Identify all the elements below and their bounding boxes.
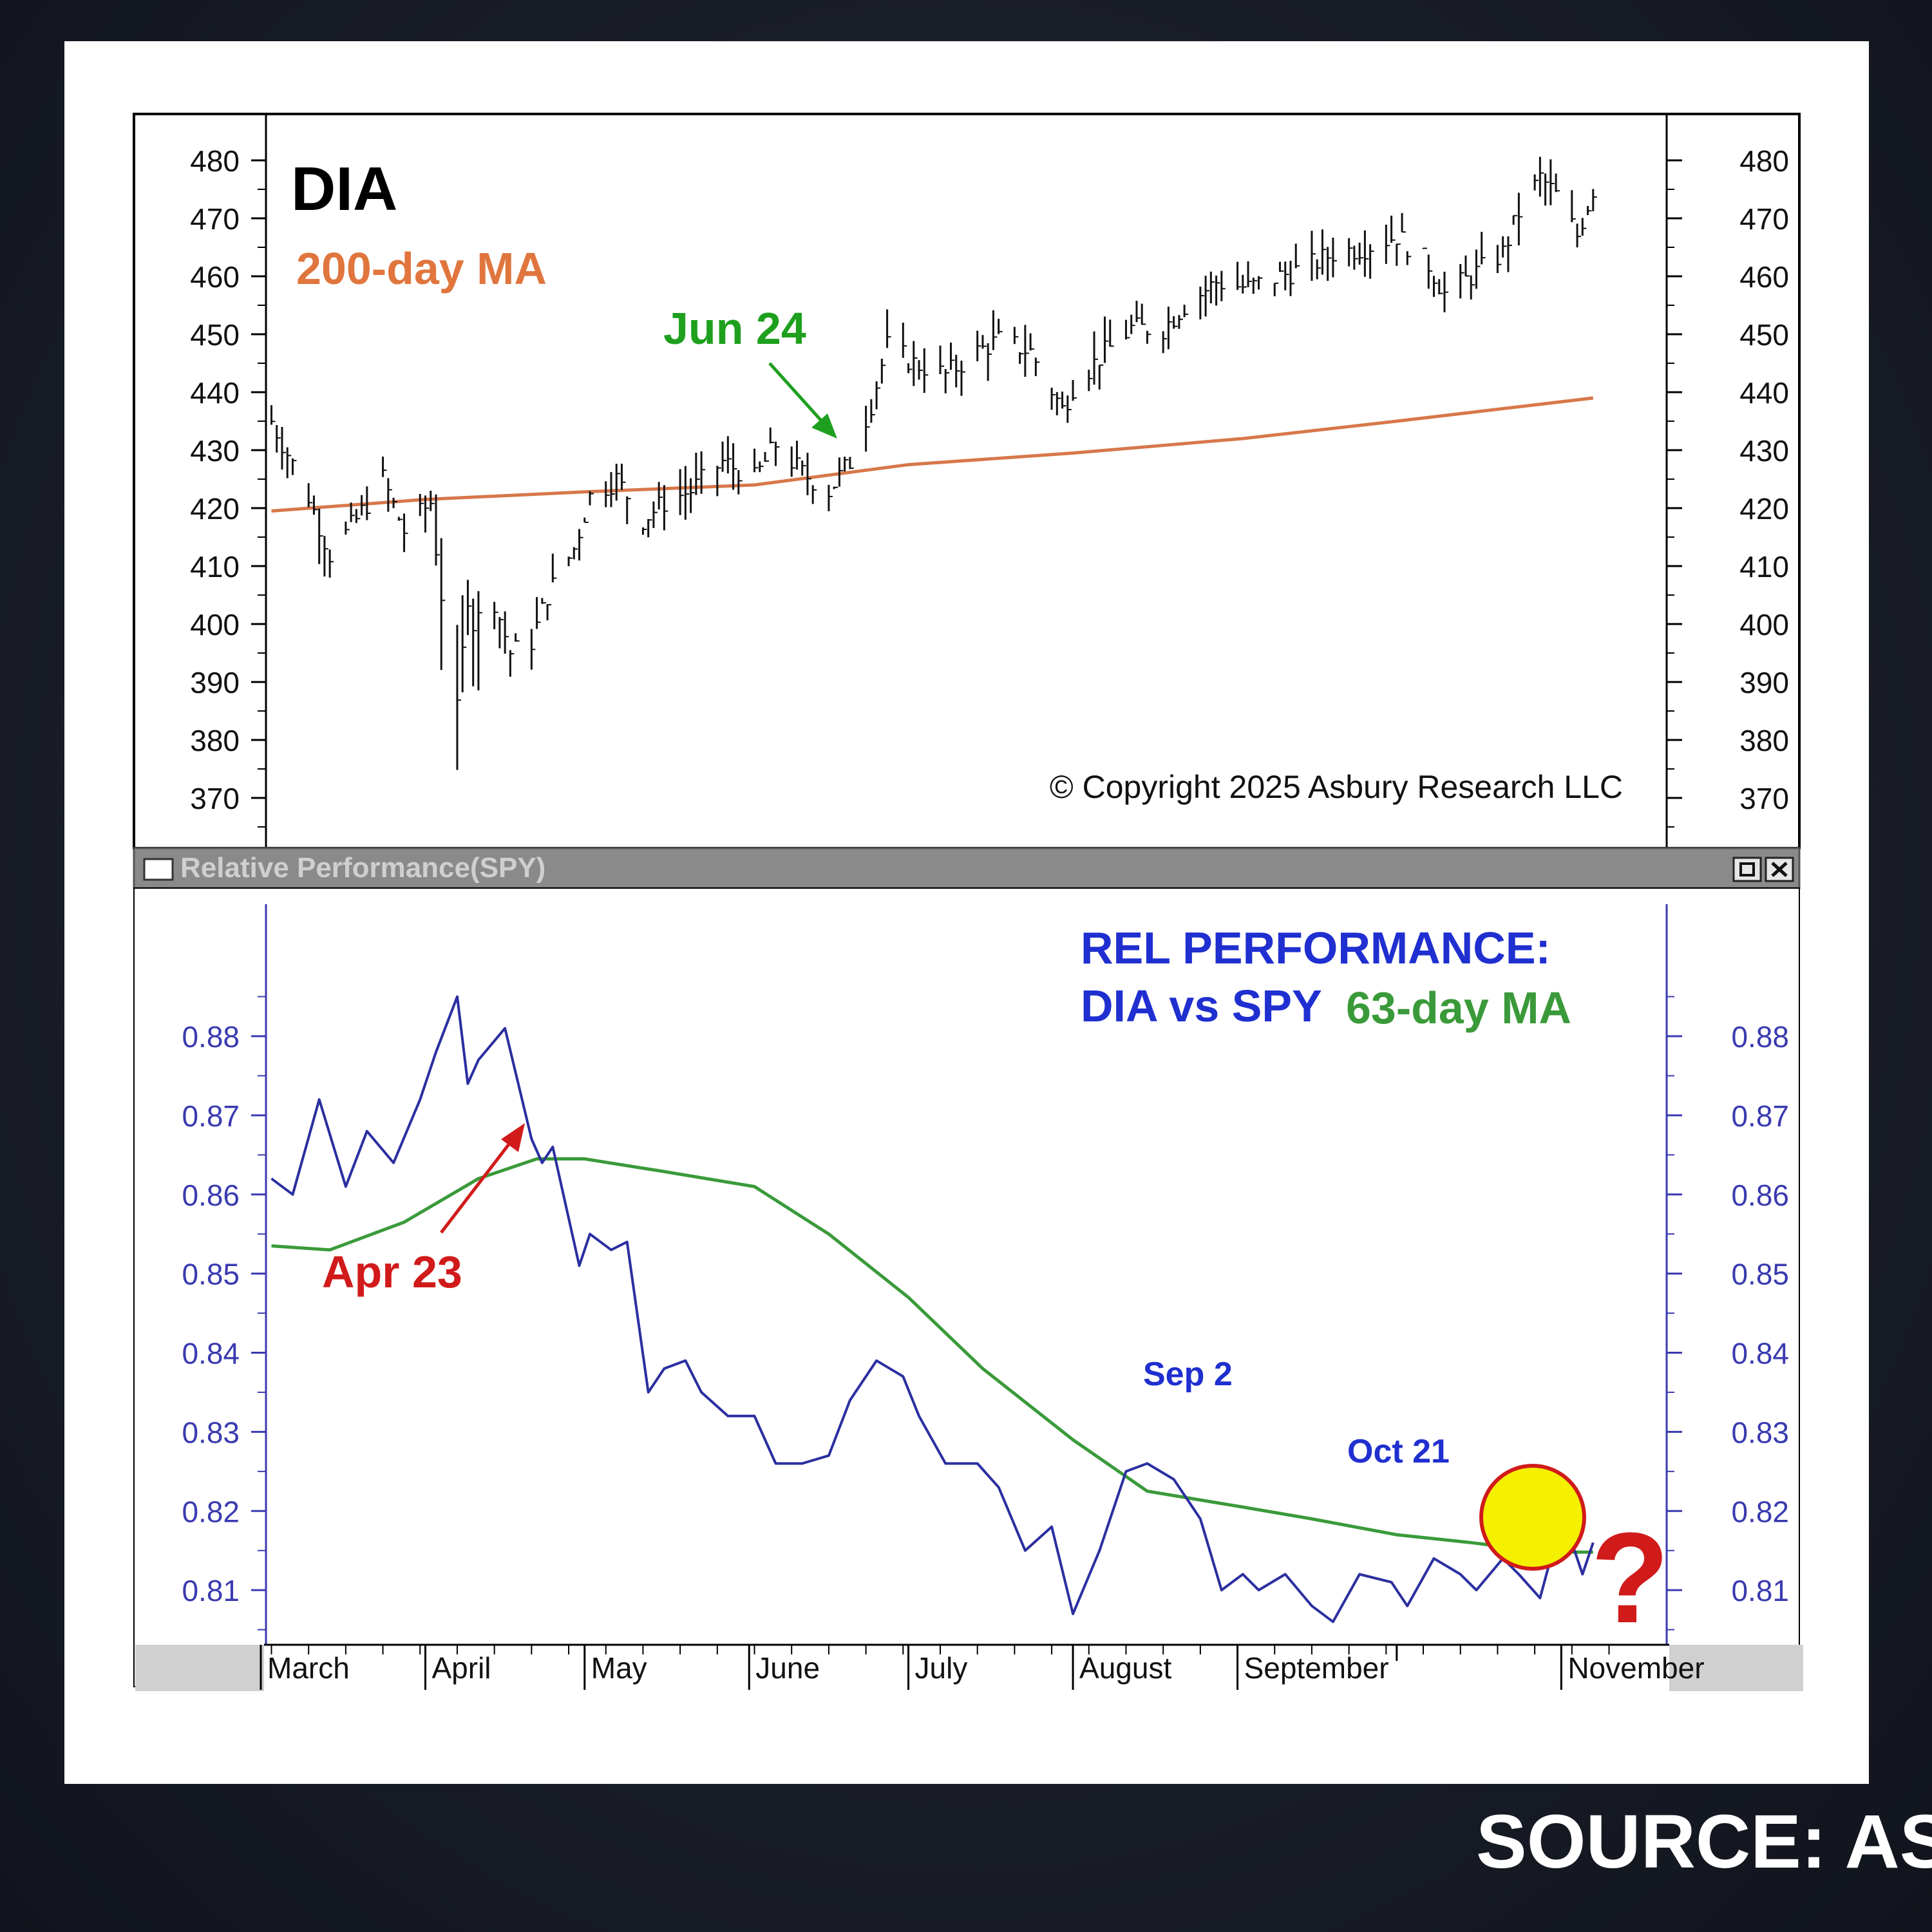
oct21-annotation: Oct 21 (1347, 1433, 1450, 1470)
highlight-circle (1479, 1464, 1586, 1571)
price-ytick-label: 470 (190, 202, 240, 236)
price-ytick-label: 460 (190, 260, 240, 294)
rel-title-line1: REL PERFORMANCE: (1081, 923, 1551, 973)
price-ytick-label: 430 (1739, 434, 1789, 468)
price-ytick-label: 440 (190, 376, 240, 410)
rel-ytick-label: 0.83 (182, 1416, 240, 1449)
question-mark: ? (1591, 1506, 1669, 1650)
price-ytick-label: 420 (1739, 492, 1789, 526)
price-ytick-label: 430 (190, 434, 240, 468)
price-ytick-label: 390 (1739, 666, 1789, 699)
x-month-label: April (432, 1651, 491, 1685)
price-ytick-label: 370 (1739, 782, 1789, 815)
price-ytick-label: 460 (1739, 260, 1789, 294)
maximize-button[interactable] (1732, 857, 1762, 882)
sep2-annotation: Sep 2 (1143, 1356, 1233, 1393)
x-month-label: June (755, 1651, 820, 1685)
jun24-arrow (768, 362, 837, 439)
ma200-line (271, 396, 1594, 513)
x-month-label: November (1567, 1651, 1704, 1685)
price-ytick-label: 420 (190, 492, 240, 526)
rel-ytick-label: 0.83 (1731, 1416, 1789, 1449)
close-button[interactable] (1765, 857, 1794, 882)
x-month-label: August (1079, 1651, 1171, 1685)
chart-panel: 480 480 470 470 460 460 450 450 440 440 430 430 420 4… (64, 41, 1869, 1784)
ma63-label: 63-day MA (1346, 983, 1571, 1033)
price-ytick-label: 440 (1739, 376, 1789, 410)
price-chart-title: DIA (291, 155, 397, 223)
x-month-label: September (1244, 1651, 1389, 1685)
price-ytick-label: 390 (190, 666, 240, 699)
rel-ytick-label: 0.87 (182, 1099, 240, 1133)
rel-ytick-label: 0.85 (1731, 1258, 1789, 1291)
chart-svg: 480 480 470 470 460 460 450 450 440 440 430 430 420 4… (133, 113, 1803, 1691)
ma200-label: 200-day MA (296, 243, 547, 294)
copyright-note: © Copyright 2025 Asbury Research LLC (1050, 769, 1623, 805)
window-icon (143, 858, 174, 881)
rel-performance-line (270, 995, 1595, 1624)
rel-ytick-label: 0.84 (1731, 1337, 1789, 1370)
rel-ytick-label: 0.81 (1731, 1574, 1789, 1607)
price-ytick-label: 400 (190, 608, 240, 641)
x-month-label: May (591, 1651, 647, 1685)
price-ytick-label: 470 (1739, 202, 1789, 236)
price-ytick-label: 450 (190, 318, 240, 352)
price-pane-frame (133, 113, 1801, 849)
price-ytick-label: 400 (1739, 608, 1789, 641)
x-axis-band (135, 1645, 1803, 1691)
price-ytick-label: 410 (1739, 550, 1789, 583)
rel-ytick-label: 0.86 (182, 1179, 240, 1212)
rel-ytick-label: 0.88 (1731, 1020, 1789, 1054)
rel-ytick-label: 0.85 (182, 1258, 240, 1291)
x-axis-right-pad (1669, 1645, 1803, 1691)
price-ytick-label: 480 (190, 144, 240, 178)
price-ytick-label: 480 (1739, 144, 1789, 178)
rel-ytick-label: 0.87 (1731, 1099, 1789, 1133)
rel-ytick-label: 0.81 (182, 1574, 240, 1607)
x-month-label: March (267, 1651, 350, 1685)
apr23-arrow (440, 1123, 525, 1234)
rel-pane-title: Relative Performance(SPY) (180, 852, 545, 884)
rel-ytick-label: 0.82 (182, 1495, 240, 1528)
rel-ytick-label: 0.86 (1731, 1179, 1789, 1212)
rel-ytick-label: 0.84 (182, 1337, 240, 1370)
source-caption: SOURCE: AS (1476, 1803, 1932, 1880)
apr23-annotation: Apr 23 (322, 1247, 462, 1297)
x-axis-left-pad (135, 1645, 264, 1691)
rel-title-line2: DIA vs SPY (1081, 981, 1322, 1031)
x-month-label: July (915, 1651, 968, 1685)
price-ytick-label: 410 (190, 550, 240, 583)
jun24-annotation: Jun 24 (663, 303, 806, 354)
price-ytick-label: 380 (190, 724, 240, 757)
ma63-line (271, 1157, 1593, 1554)
rel-ytick-label: 0.82 (1731, 1495, 1789, 1528)
rel-ytick-label: 0.88 (182, 1020, 240, 1054)
price-ytick-label: 450 (1739, 318, 1789, 352)
price-ytick-label: 380 (1739, 724, 1789, 757)
price-ytick-label: 370 (190, 782, 240, 815)
